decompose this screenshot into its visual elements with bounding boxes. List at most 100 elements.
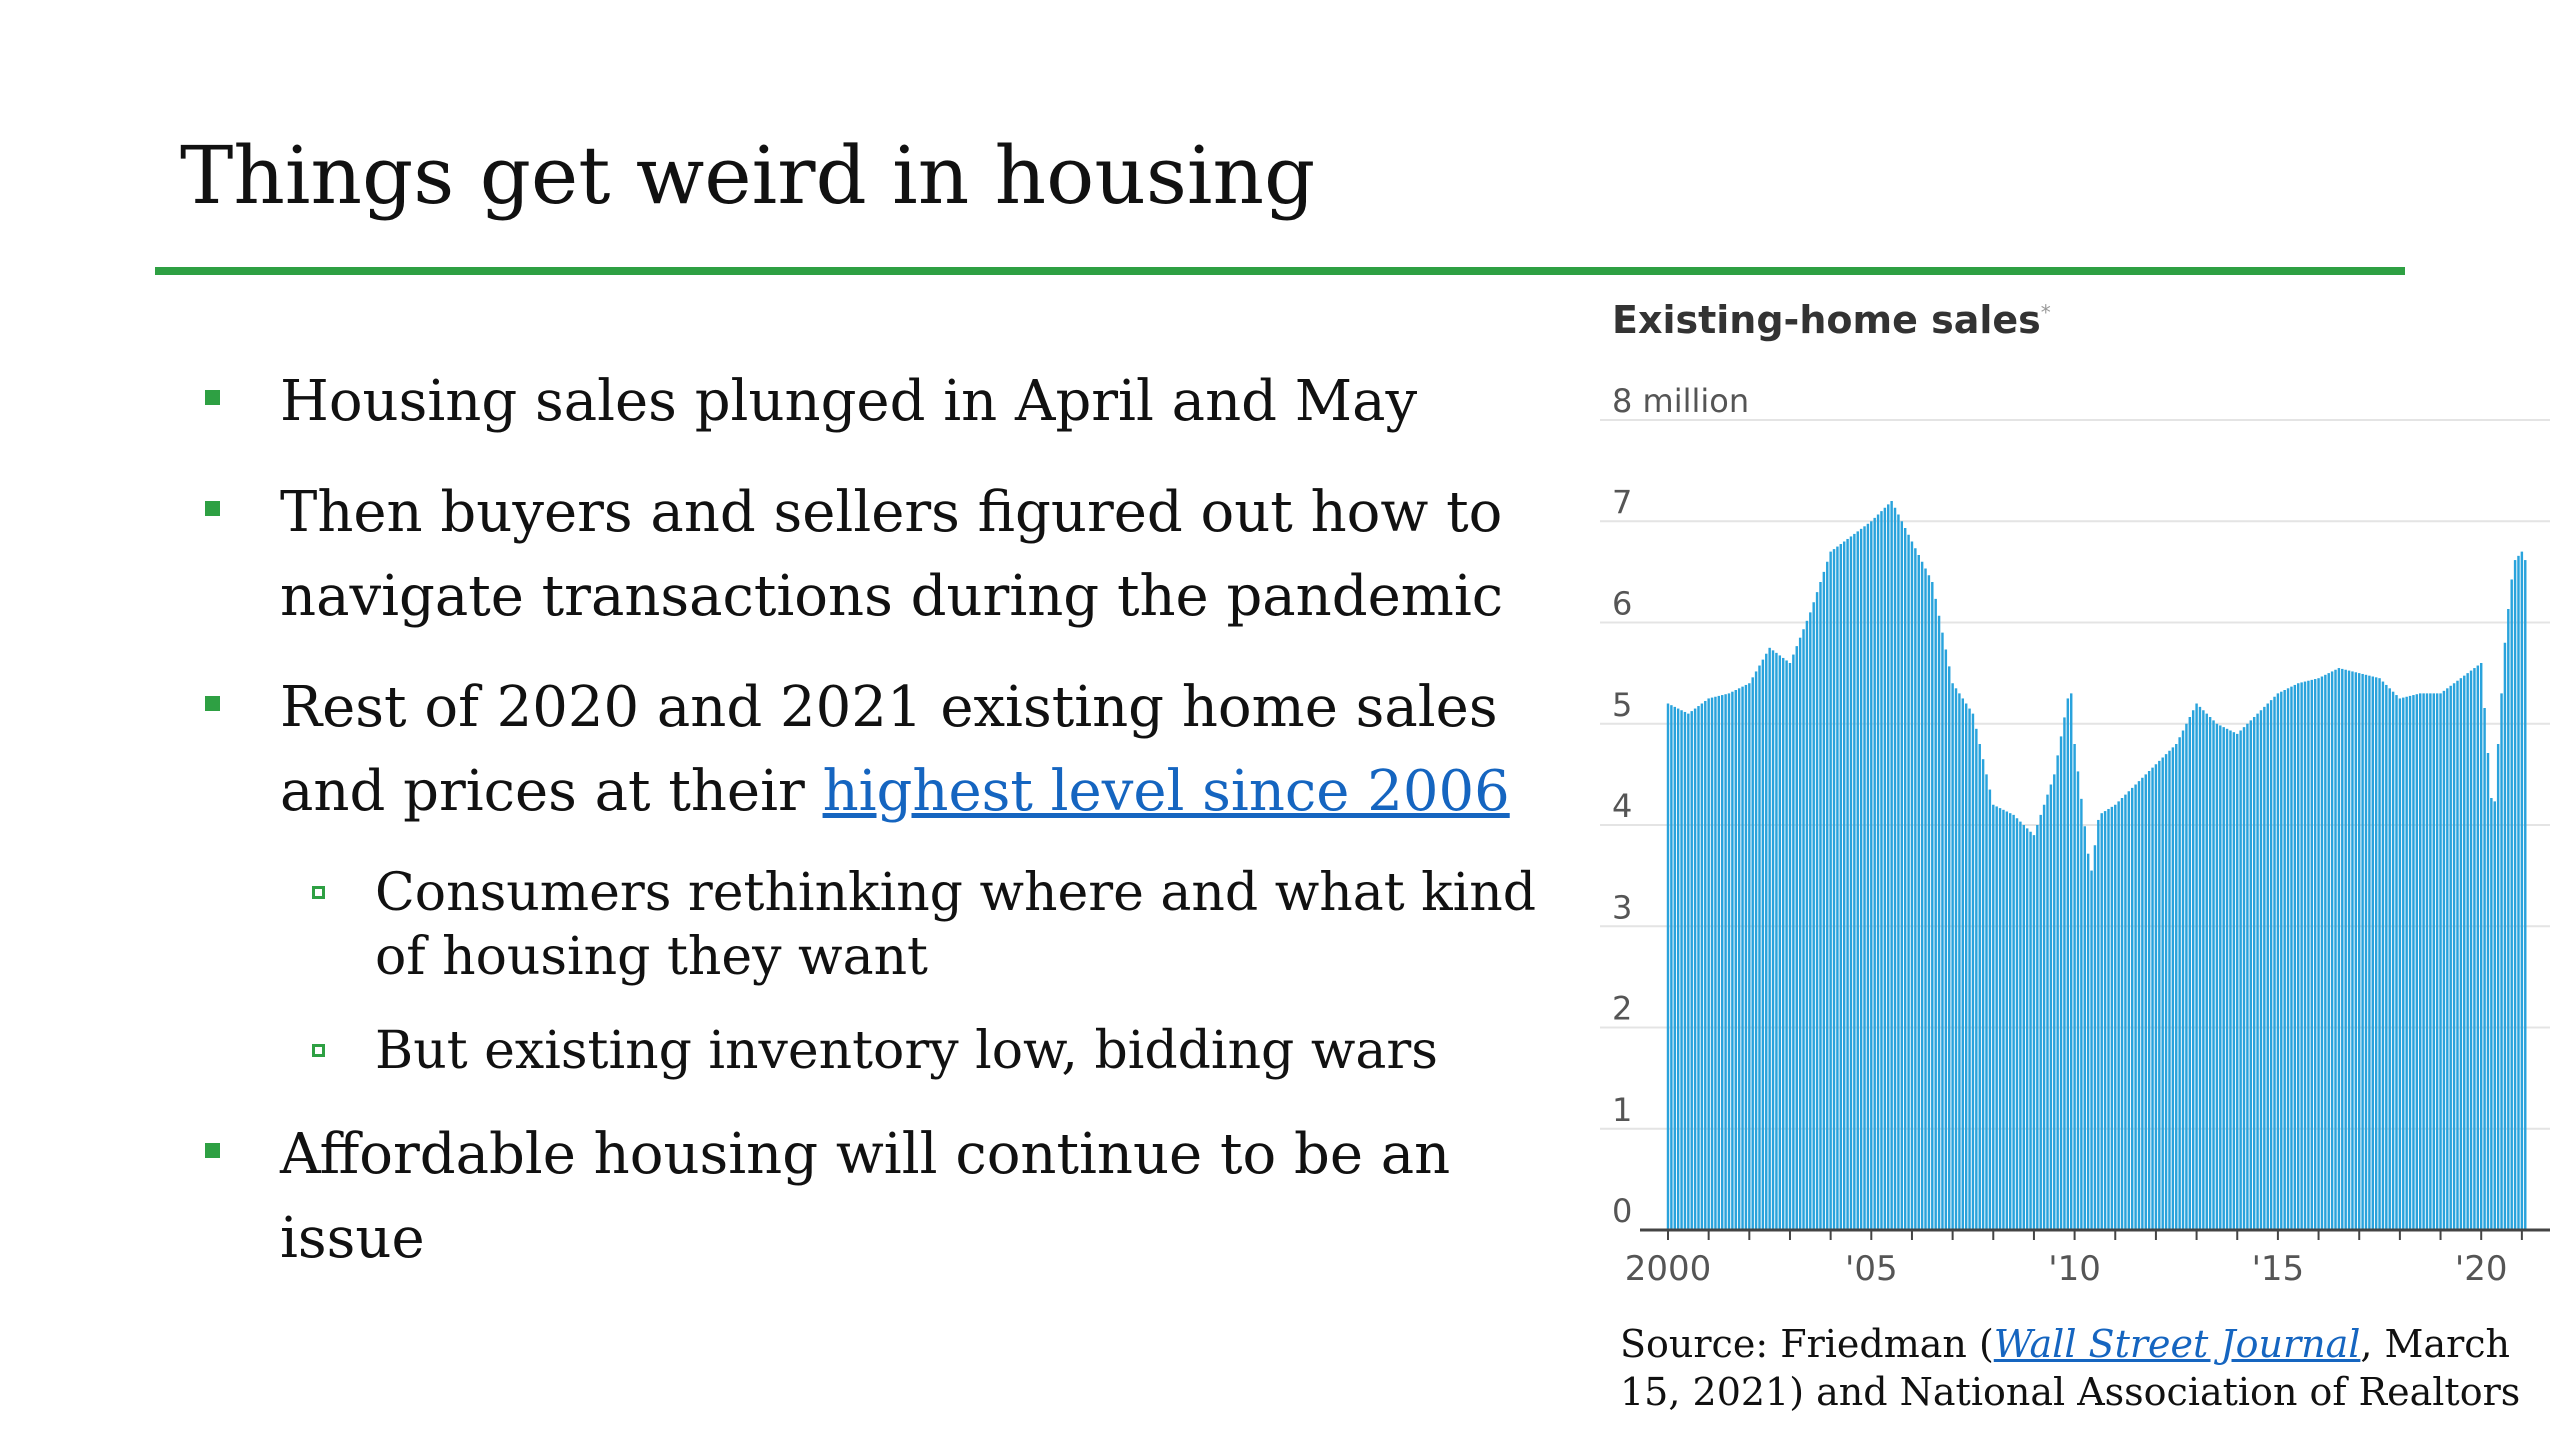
sales-bar	[2124, 794, 2127, 1230]
sales-bar	[2344, 669, 2347, 1230]
sales-bar	[2042, 804, 2046, 1230]
sales-bar	[2120, 798, 2124, 1230]
sales-bar	[2137, 781, 2141, 1230]
sales-bar	[2032, 835, 2036, 1230]
highest-level-link[interactable]: highest level since 2006	[822, 759, 1510, 824]
sales-bar	[2002, 809, 2005, 1230]
sales-bar	[2066, 698, 2070, 1230]
sales-bar	[2012, 814, 2015, 1230]
sales-bar	[2361, 673, 2364, 1230]
sales-bar	[1971, 713, 1975, 1230]
sales-bar	[1785, 660, 1788, 1230]
sales-bar	[1978, 744, 1981, 1230]
sales-bar	[2391, 691, 2395, 1230]
sales-bar	[1710, 697, 1714, 1230]
sales-bar	[2354, 672, 2358, 1230]
sales-bar	[1856, 531, 1859, 1230]
y-tick-label: 2	[1612, 990, 1632, 1028]
green-square-bullet-icon	[205, 390, 220, 405]
sales-bar	[2195, 703, 2198, 1230]
sales-bar	[1815, 592, 1819, 1230]
sales-bar	[2310, 679, 2314, 1230]
sales-bar	[2208, 717, 2212, 1230]
sales-bar	[2364, 674, 2368, 1230]
sales-bar	[2090, 870, 2093, 1230]
sales-bar	[1768, 647, 1771, 1230]
sales-bar	[1683, 711, 1687, 1230]
sales-bar	[2073, 744, 2076, 1230]
sales-bar	[2053, 774, 2056, 1230]
sales-bar	[1832, 549, 1836, 1230]
bullet-text: Then buyers and sellers figured out how …	[280, 480, 1504, 629]
sales-bar	[2432, 693, 2435, 1230]
sales-bar	[2063, 717, 2066, 1230]
sales-bar	[1795, 646, 1798, 1230]
sales-bar	[2483, 708, 2486, 1230]
sales-bar	[2185, 723, 2188, 1230]
sales-bar	[1792, 654, 1795, 1230]
sales-bar	[2439, 693, 2442, 1230]
sales-bar	[1741, 686, 1744, 1230]
sales-bar	[2110, 806, 2114, 1230]
y-tick-label: 1	[1612, 1091, 1632, 1129]
sales-bar	[1887, 504, 1890, 1230]
sales-bar	[2415, 694, 2419, 1230]
sales-bar	[1880, 511, 1883, 1230]
sales-bar	[1948, 666, 1951, 1230]
sales-bar	[1917, 555, 1920, 1230]
sales-bar	[2276, 693, 2280, 1230]
sales-bar	[1673, 706, 1676, 1230]
hollow-square-bullet-icon	[312, 1044, 325, 1057]
sales-bar	[2141, 777, 2144, 1230]
sales-bar	[2297, 683, 2300, 1230]
sales-bar	[1670, 705, 1673, 1230]
sales-bar	[1839, 544, 1843, 1230]
sales-bar	[1849, 536, 1853, 1230]
sub-bullet-item: Consumers rethinking where and what kind…	[200, 861, 1570, 989]
sales-bar	[2168, 750, 2171, 1230]
y-tick-label: 0	[1612, 1192, 1632, 1230]
sales-bar	[1893, 507, 1897, 1230]
sales-bar	[2130, 787, 2134, 1230]
y-tick-label: 4	[1612, 787, 1632, 825]
sales-bar	[1870, 521, 1873, 1230]
sales-bar	[2429, 693, 2432, 1230]
sales-bar	[1687, 713, 1690, 1230]
sales-bar	[1842, 541, 1846, 1230]
sales-bar	[2334, 669, 2337, 1230]
sales-bar	[2188, 717, 2192, 1230]
sales-bar	[2269, 700, 2273, 1230]
sales-bar	[2442, 690, 2446, 1230]
sales-bar	[1883, 507, 1887, 1230]
sales-bar	[1954, 688, 1958, 1230]
wsj-link[interactable]: Wall Street Journal	[1993, 1322, 2361, 1366]
sales-bar	[2408, 695, 2412, 1230]
sales-bar	[2056, 755, 2059, 1230]
sales-bar	[2117, 801, 2120, 1230]
sales-bar	[2402, 697, 2405, 1230]
sales-bar	[1731, 691, 1734, 1230]
sales-bar	[2479, 663, 2483, 1230]
sales-bar	[1968, 708, 1971, 1230]
bullet-text: Housing sales plunged in April and May	[280, 369, 1418, 434]
sales-bar	[1727, 693, 1731, 1230]
sales-bar	[2280, 691, 2283, 1230]
y-tick-label: 5	[1612, 686, 1632, 724]
source-suffix: , March 15, 2021) and National Associati…	[1620, 1322, 2521, 1414]
sales-bar	[2503, 642, 2507, 1230]
sales-bar	[1680, 710, 1683, 1230]
sales-bar	[2290, 686, 2293, 1230]
sales-bar	[2466, 673, 2469, 1230]
sales-bar	[1714, 696, 1717, 1230]
sales-bar	[1802, 629, 1805, 1230]
sales-bar	[1914, 548, 1917, 1230]
slide-title: Things get weird in housing	[180, 129, 1316, 222]
y-tick-label: 7	[1612, 483, 1632, 521]
sales-bar	[1822, 571, 1826, 1230]
sales-bar	[1985, 774, 1988, 1230]
sales-bar	[2039, 814, 2042, 1230]
x-tick-label: '15	[2252, 1249, 2305, 1289]
sales-bar	[1707, 698, 1710, 1230]
sales-bar	[1700, 703, 1704, 1230]
sales-bar	[1765, 653, 1768, 1230]
